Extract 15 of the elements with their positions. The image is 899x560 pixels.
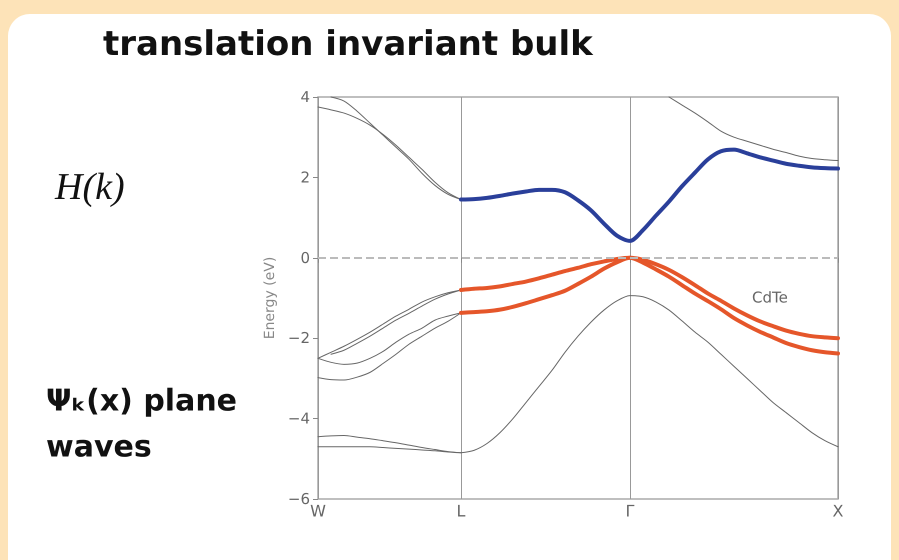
- y-tick-label: 4: [300, 88, 310, 106]
- y-tick-label: −4: [288, 410, 310, 428]
- x-tick-label: L: [456, 502, 466, 520]
- chart-title: translation invariant bulk: [103, 24, 594, 64]
- y-tick-label: −6: [288, 490, 310, 508]
- x-tick-label: Γ: [626, 502, 635, 520]
- x-tick-label: X: [832, 502, 844, 520]
- annotation: CdTe: [752, 288, 788, 306]
- y-axis-title: Energy (eV): [262, 256, 278, 340]
- y-tick-label: 0: [300, 248, 310, 267]
- x-tick-label: W: [310, 502, 326, 520]
- text: Ψₖ(x) plane waves: [46, 384, 248, 464]
- text: H(k): [54, 166, 125, 208]
- y-tick-label: −2: [288, 329, 310, 348]
- y-tick-label: 2: [300, 168, 310, 186]
